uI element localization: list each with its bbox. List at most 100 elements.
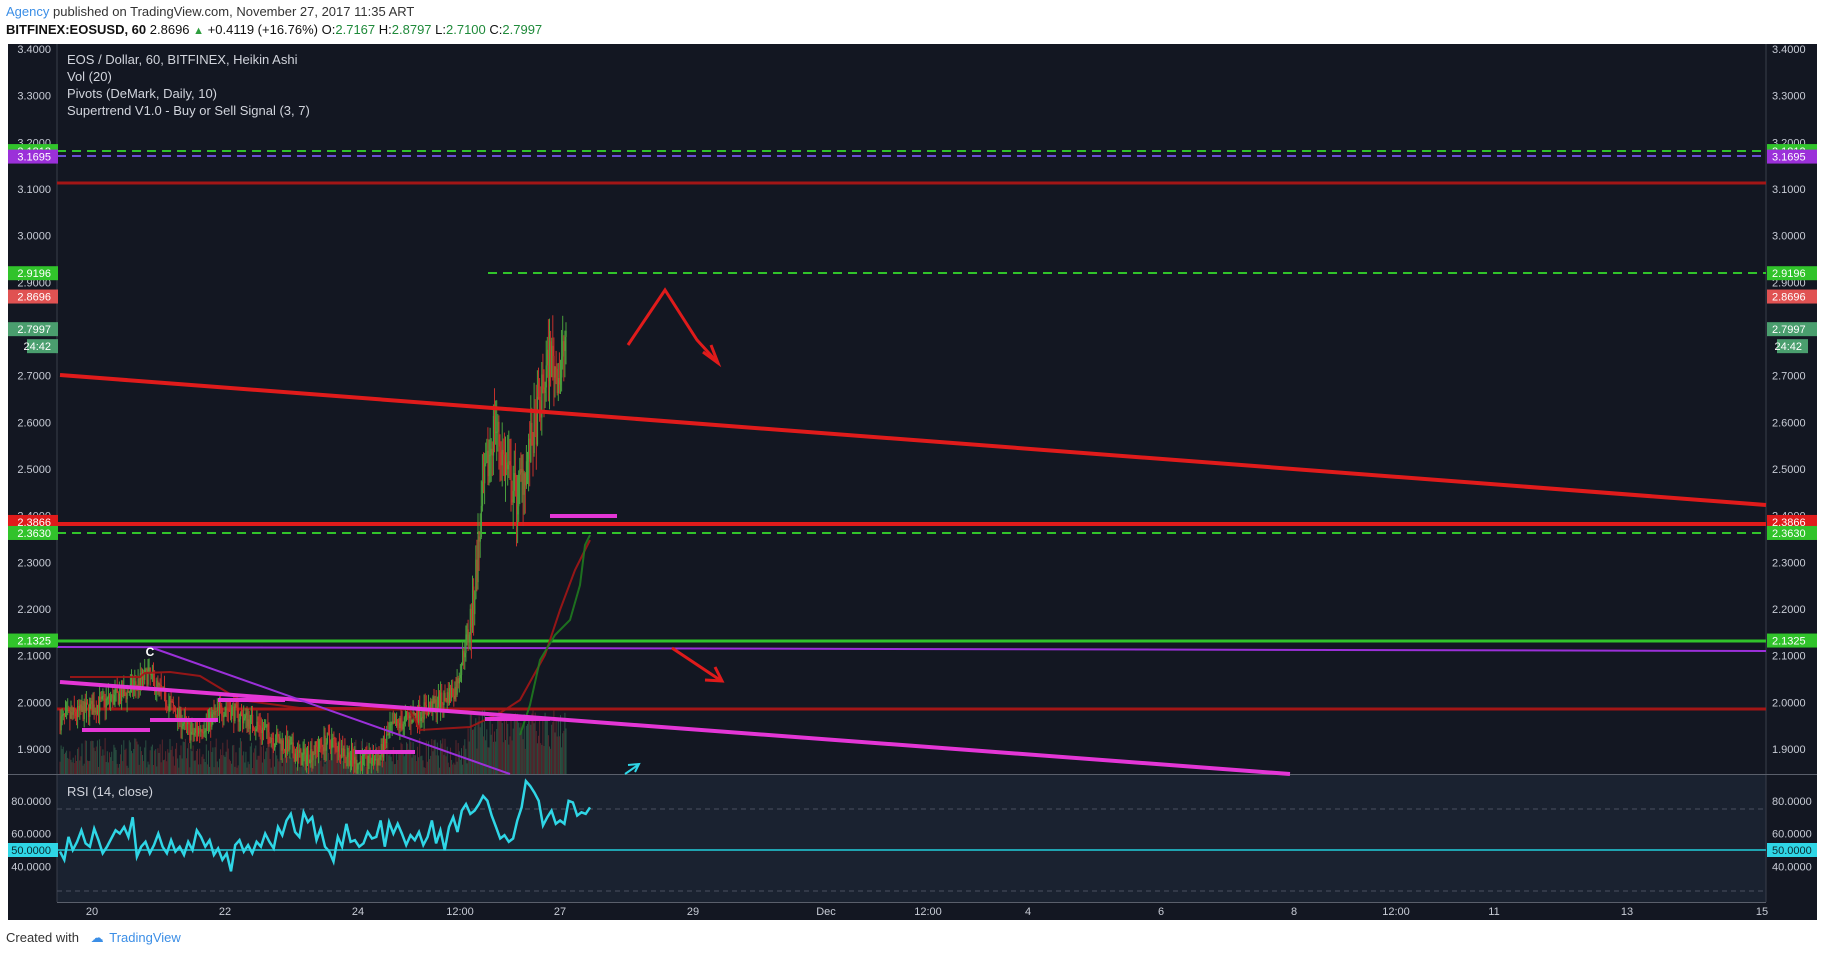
candle-body [479,537,481,542]
volume-bar [212,747,214,774]
time-tick-label: 11 [1488,906,1499,918]
volume-bar [183,741,185,774]
candle-body [150,674,152,676]
candle-body [313,753,315,755]
volume-bar [113,744,115,774]
volume-bar [499,717,501,774]
volume-bar [324,764,326,774]
volume-bar [479,727,481,774]
volume-bar [464,739,466,774]
volume-bar [101,755,103,774]
volume-bar [407,743,409,774]
candle-body [143,672,145,681]
candle-body [106,698,108,700]
price-tick-label: 2.5000 [1772,464,1806,476]
volume-bar [411,757,413,774]
candle-body [501,449,503,466]
candle-body [241,713,243,715]
candle-body [376,759,378,766]
candle-body [282,740,284,750]
volume-bar [222,742,224,774]
candle-body [255,729,257,731]
volume-bar [234,766,236,774]
candle-body [74,711,77,717]
volume-bar [189,767,191,774]
candle-body [237,707,239,722]
volume-bar [228,759,230,774]
chart-canvas[interactable]: 3.40003.30003.20003.10003.00002.90002.80… [0,0,1824,930]
volume-bar [532,709,534,774]
candle-body [508,461,510,465]
rsi-pane[interactable] [57,775,1766,902]
candle-body [496,431,498,433]
candle-body [418,705,420,723]
volume-bar [120,754,121,774]
price-tag-label: 3.1695 [1772,152,1806,164]
candle-body [379,755,381,760]
volume-bar [134,738,136,774]
price-tag-label: 2.8696 [1772,292,1806,304]
candle-body [95,710,97,715]
price-tick-label: 2.0000 [17,697,51,709]
volume-bar [172,756,174,774]
candle-body [347,752,349,758]
close-value: 2.7997 [502,22,543,37]
volume-bar [387,742,389,774]
volume-bar [63,753,65,774]
volume-bar [114,747,116,774]
time-tick-label: 22 [219,906,231,918]
volume-bar [307,767,308,774]
volume-bar [519,727,521,774]
candle-body [144,669,146,681]
candle-body [84,701,86,712]
time-tick-label: 6 [1158,906,1164,918]
candle-body [319,739,321,749]
volume-bar [117,767,119,774]
candle-body [431,701,433,713]
candle-body [505,462,507,477]
volume-bar [332,745,334,774]
volume-bar [252,767,253,774]
price-tag-label: 2.3866 [1772,517,1806,529]
price-tag [8,514,58,529]
volume-bar [148,764,150,774]
tradingview-link[interactable]: TradingView [109,930,181,945]
candle-body [283,749,286,751]
volume-bar [145,740,147,774]
rsi-50-tag-label: 50.0000 [1772,845,1812,857]
volume-bar [219,758,220,774]
volume-bar [282,758,284,774]
supertrend-green-line [519,534,591,736]
candle-body [468,634,470,640]
volume-bar [521,728,523,774]
candle-body [271,737,273,739]
price-pane[interactable] [8,44,1817,774]
candle-body [291,742,293,744]
rsi-right-axis-bg [1766,775,1817,902]
volume-bar [186,758,187,774]
candle-body [173,706,176,711]
candle-body [399,718,401,729]
volume-bar [392,747,394,774]
volume-bar [85,740,87,774]
magenta-descending-trendline [59,680,1291,776]
candle-body [93,704,95,713]
volume-bar [557,718,559,774]
volume-bar [96,740,98,774]
candle-body [552,345,554,356]
candle-body [565,330,567,337]
candle-body [451,687,453,699]
volume-bar [507,723,509,774]
candle-body [98,705,100,712]
candle-body [146,669,148,685]
volume-bar [330,739,332,774]
volume-bar [195,750,197,774]
volume-bar [73,763,75,774]
symbol-name: BITFINEX:EOSUSD, 60 [6,22,147,37]
price-tag-label: 2.9196 [1772,268,1806,280]
candle-body [198,728,200,734]
candle-body [397,719,399,723]
volume-bar [544,712,546,774]
author-link[interactable]: Agency [6,4,50,19]
candle-body [298,750,300,753]
